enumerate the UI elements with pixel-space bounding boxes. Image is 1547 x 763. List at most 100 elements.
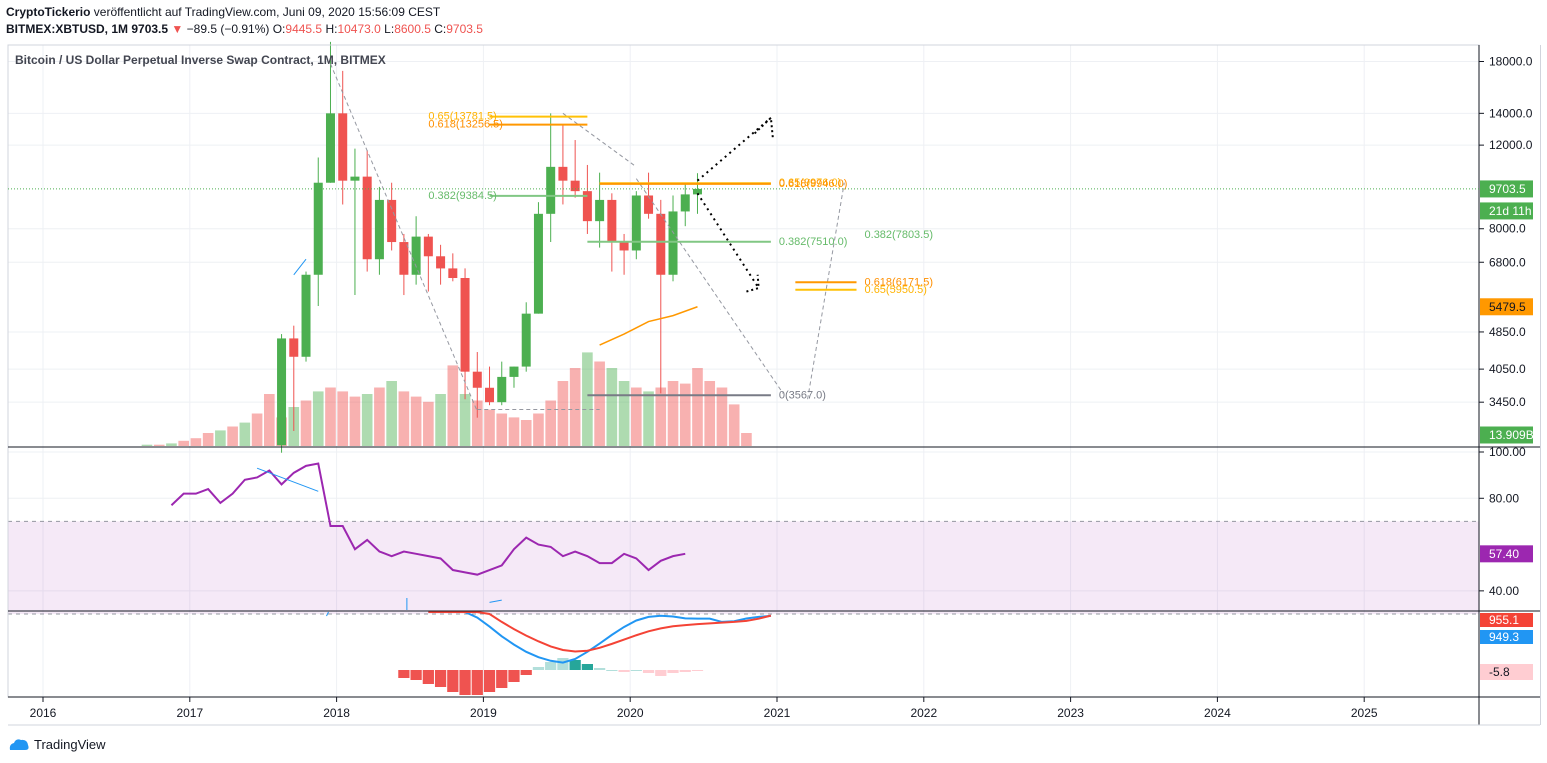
countdown-tag-bg [1480,202,1533,220]
macd-histogram-bar [471,670,483,695]
candle-body [362,176,372,260]
volume-bar [435,394,446,446]
macd-histogram-bar [410,670,422,680]
volume-bar [361,394,373,446]
volume-bar [655,387,667,446]
candle-body [668,211,678,275]
volume-bar [520,420,532,446]
macd-histogram-bar [667,670,679,673]
volume-bar [227,426,238,446]
volume-bar [178,440,189,446]
chart-title: Bitcoin / US Dollar Perpetual Inverse Sw… [15,53,386,67]
close-value: 9703.5 [446,22,483,36]
macd-histogram-bar [679,670,691,672]
volume-bar [643,391,654,446]
candle-body [460,278,470,372]
volume-bar [190,438,202,446]
volume-tag-text: 13.909B [1489,428,1534,442]
rsi-tick-label: 40.00 [1489,584,1519,598]
macd-histogram-bar [434,670,447,687]
last-price: 9703.5 [131,22,169,36]
x-tick-label: 2018 [323,706,350,720]
y-tick-label: 4850.0 [1489,325,1526,339]
candle-body [313,182,323,275]
candle-body [631,195,641,251]
volume-bar [496,413,508,446]
footer[interactable]: TradingView [8,737,106,752]
macd-histogram-bar [606,670,618,671]
volume-bar [325,387,336,446]
candle-body [411,236,421,275]
drawings [330,63,845,412]
macd-histogram-bar [520,670,532,675]
price-change: −89.5 (−0.91%) [186,22,270,36]
signal-tag: 955.1 [1480,613,1533,627]
fib-label: 0.618(6171.5) [865,276,934,288]
volume-bar [141,444,153,446]
macd-histogram-bar [618,670,630,672]
macd-tag: 949.3 [1480,630,1533,644]
candles [277,41,702,453]
countdown-tag: 21d 11h [1480,202,1533,220]
candle-body [546,166,556,214]
axes: 18000.0 14000.0 12000.0 8000.0 6800.0 4850.0 4… [7,44,1541,726]
ma-tag: 5479.5 [1480,298,1533,316]
candle-body [289,338,299,357]
volume-bar [484,409,495,446]
price-tag-bg [1480,180,1533,198]
volume-bar [508,417,520,446]
candle-body [558,166,568,181]
macd-histogram-bar [581,664,593,670]
macd-line [428,611,771,664]
macd-histogram-bar [508,670,520,682]
volume-bar [667,381,679,446]
rsi-line [170,462,686,576]
macd-histogram-bar [569,660,581,670]
volume-bar [312,391,324,446]
volume-bar [264,394,275,446]
macd-histogram-bar [496,670,508,688]
candle-body [692,188,702,195]
y-tick-label: 12000.0 [1489,138,1533,152]
volume-bar [215,430,226,446]
high-label: H: [325,22,338,36]
volume-bar [471,400,483,446]
countdown-tag-text: 21d 11h [1489,204,1532,218]
chart-header-line1: CryptoTickerio veröffentlicht auf Tradin… [6,5,440,19]
y-tick-label: 3450.0 [1489,395,1526,409]
price-tag-text: 9703.5 [1489,182,1526,196]
close-label: C: [434,22,447,36]
ma-line-blue [293,258,307,276]
macd-histogram-bar [459,670,471,695]
projection-up [696,117,772,182]
macd-histogram-bar [594,668,606,670]
trend-line [635,178,784,394]
fib-levels: 0.65(13781.5)0.618(13256.5) 0.382(9384.5)… [428,111,933,402]
trend-line [562,112,637,168]
rsi-tick-label: 80.00 [1489,491,1519,505]
candle-body [350,176,360,181]
open-label: O: [272,22,286,36]
fib-label: 0(3567.0) [779,389,826,401]
y-tick-label: 6800.0 [1489,255,1526,269]
candle-body [301,274,311,357]
volume-tag-bg [1480,426,1533,444]
y-tick-label: 8000.0 [1489,222,1526,236]
rsi-tag-bg [1480,545,1533,563]
macd-histogram-bar [630,670,642,671]
x-tick-label: 2024 [1204,706,1231,720]
signal-tag-text: 955.1 [1489,613,1519,627]
candle-body [423,236,433,257]
volume-bar [349,396,361,446]
right-edge [1540,45,1541,725]
published-note: veröffentlicht auf TradingView.com, Juni… [90,5,441,19]
volume-bar [423,401,434,446]
open-value: 9445.5 [285,22,323,36]
ma-tag-text: 5479.5 [1489,300,1526,314]
fib-label: 0.618(9946.0) [779,178,848,190]
x-tick-label: 2020 [617,706,644,720]
candle-body [448,268,458,279]
author: CryptoTickerio [6,5,91,19]
x-tick-label: 2019 [470,706,497,720]
